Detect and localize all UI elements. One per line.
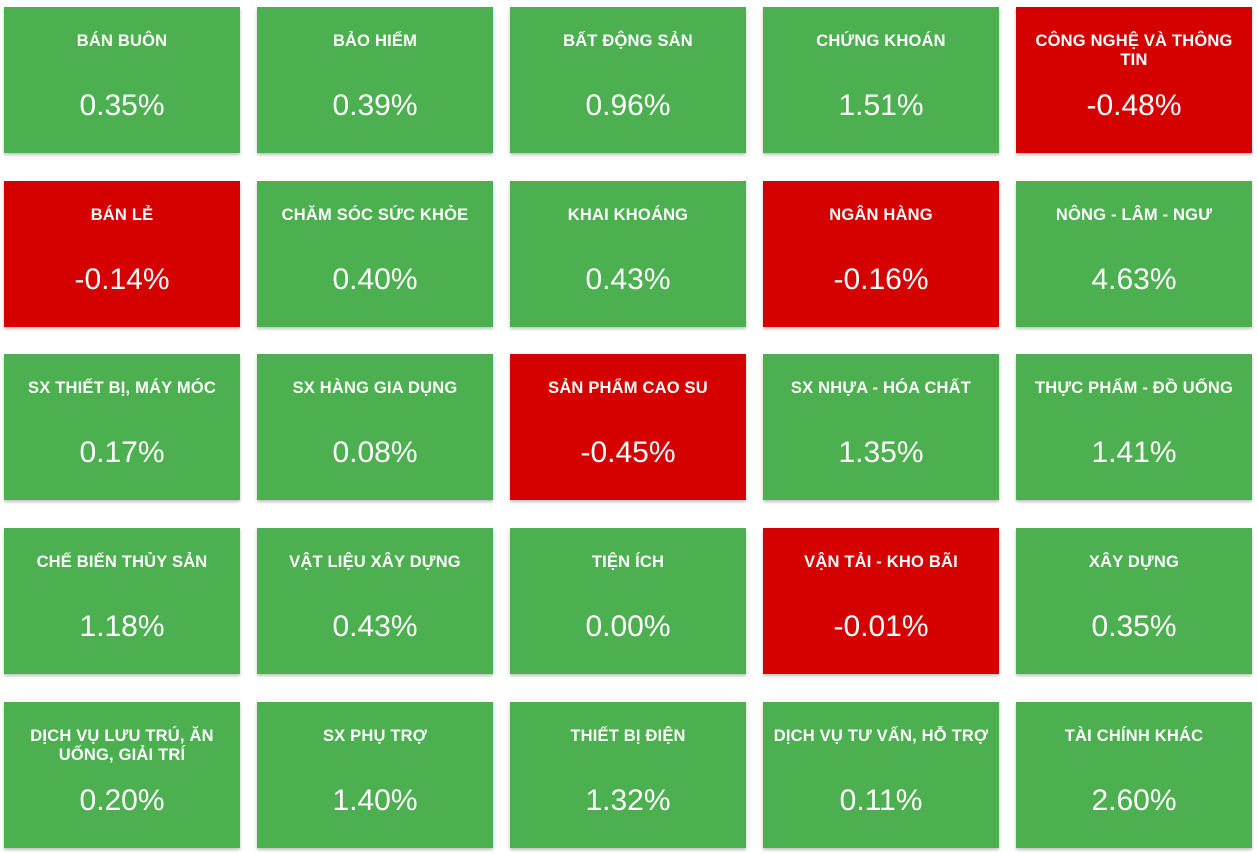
sector-change-value: 1.32% (585, 784, 671, 817)
sector-tile[interactable]: VẬN TẢI - KHO BÃI -0.01% (763, 528, 999, 674)
sector-name: SX NHỰA - HÓA CHẤT (790, 379, 972, 397)
sector-tile[interactable]: THỰC PHẨM - ĐỒ UỐNG 1.41% (1016, 354, 1252, 500)
sector-name: XÂY DỰNG (1088, 553, 1180, 571)
sector-name: BẤT ĐỘNG SẢN (563, 32, 693, 50)
sector-name: CHẾ BIẾN THỦY SẢN (36, 553, 208, 571)
sector-tile[interactable]: DỊCH VỤ LƯU TRÚ, ĂN UỐNG, GIẢI TRÍ 0.20% (4, 702, 240, 848)
sector-change-value: 1.40% (332, 784, 418, 817)
sector-name: BÁN LẺ (90, 206, 154, 224)
sector-tile[interactable]: CHẾ BIẾN THỦY SẢN 1.18% (4, 528, 240, 674)
sector-tile[interactable]: CHĂM SÓC SỨC KHỎE 0.40% (257, 181, 493, 327)
sector-change-value: -0.14% (74, 263, 170, 296)
sector-change-value: -0.16% (833, 263, 929, 296)
sector-tile[interactable]: BẢO HIỂM 0.39% (257, 7, 493, 153)
sector-name: SX PHỤ TRỢ (322, 727, 428, 745)
sector-name: CHỨNG KHOÁN (816, 32, 946, 50)
sector-change-value: 0.43% (332, 610, 418, 643)
sector-tile[interactable]: SX PHỤ TRỢ 1.40% (257, 702, 493, 848)
sector-tile[interactable]: BÁN LẺ -0.14% (4, 181, 240, 327)
sector-tile[interactable]: BÁN BUÔN 0.35% (4, 7, 240, 153)
sector-change-value: 4.63% (1091, 263, 1177, 296)
sector-name: VẬT LIỆU XÂY DỰNG (289, 553, 461, 571)
sector-change-value: 1.41% (1091, 436, 1177, 469)
sector-name: THỰC PHẨM - ĐỒ UỐNG (1034, 379, 1234, 397)
sector-tile[interactable]: TIỆN ÍCH 0.00% (510, 528, 746, 674)
sector-name: TIỆN ÍCH (591, 553, 665, 571)
sector-change-value: 1.51% (838, 89, 924, 122)
sector-name: SX THIẾT BỊ, MÁY MÓC (28, 379, 216, 397)
sector-change-value: 0.39% (332, 89, 418, 122)
sector-name: NÔNG - LÂM - NGƯ (1055, 206, 1213, 224)
sector-change-value: 0.20% (79, 784, 165, 817)
sector-tile[interactable]: THIẾT BỊ ĐIỆN 1.32% (510, 702, 746, 848)
sector-name: SX HÀNG GIA DỤNG (292, 379, 458, 397)
sector-tile[interactable]: NGÂN HÀNG -0.16% (763, 181, 999, 327)
sector-change-value: 0.11% (839, 784, 923, 817)
sector-change-value: 0.35% (1091, 610, 1177, 643)
sector-name: VẬN TẢI - KHO BÃI (804, 553, 958, 571)
sector-tile[interactable]: VẬT LIỆU XÂY DỰNG 0.43% (257, 528, 493, 674)
sector-tile[interactable]: DỊCH VỤ TƯ VẤN, HỖ TRỢ 0.11% (763, 702, 999, 848)
sector-change-value: 1.18% (79, 610, 165, 643)
sector-name: KHAI KHOÁNG (567, 206, 689, 224)
sector-change-value: 0.35% (79, 89, 165, 122)
sector-change-value: 0.08% (332, 436, 418, 469)
sector-change-value: 0.43% (585, 263, 671, 296)
sector-name: NGÂN HÀNG (829, 206, 933, 224)
sector-tile[interactable]: CÔNG NGHỆ VÀ THÔNG TIN -0.48% (1016, 7, 1252, 153)
sector-name: BẢO HIỂM (332, 32, 418, 50)
sector-change-value: 1.35% (838, 436, 924, 469)
sector-tile[interactable]: KHAI KHOÁNG 0.43% (510, 181, 746, 327)
sector-name: TÀI CHÍNH KHÁC (1064, 727, 1204, 745)
sector-tile[interactable]: SẢN PHẨM CAO SU -0.45% (510, 354, 746, 500)
sector-tile[interactable]: XÂY DỰNG 0.35% (1016, 528, 1252, 674)
sector-tile[interactable]: TÀI CHÍNH KHÁC 2.60% (1016, 702, 1252, 848)
sector-change-value: 0.40% (332, 263, 418, 296)
sector-name: DỊCH VỤ TƯ VẤN, HỖ TRỢ (773, 727, 989, 745)
sector-change-value: 2.60% (1091, 784, 1177, 817)
sector-tile[interactable]: SX HÀNG GIA DỤNG 0.08% (257, 354, 493, 500)
sector-change-value: 0.96% (585, 89, 671, 122)
sector-name: BÁN BUÔN (76, 32, 168, 50)
sector-tile[interactable]: SX THIẾT BỊ, MÁY MÓC 0.17% (4, 354, 240, 500)
sector-tile[interactable]: SX NHỰA - HÓA CHẤT 1.35% (763, 354, 999, 500)
sector-change-value: -0.48% (1086, 89, 1182, 122)
sector-change-value: -0.01% (833, 610, 929, 643)
sector-name: SẢN PHẨM CAO SU (548, 379, 708, 397)
sector-tile[interactable]: NÔNG - LÂM - NGƯ 4.63% (1016, 181, 1252, 327)
sector-tile[interactable]: BẤT ĐỘNG SẢN 0.96% (510, 7, 746, 153)
sector-change-value: 0.00% (585, 610, 671, 643)
sector-name: DỊCH VỤ LƯU TRÚ, ĂN UỐNG, GIẢI TRÍ (30, 727, 214, 764)
sector-tile[interactable]: CHỨNG KHOÁN 1.51% (763, 7, 999, 153)
sector-change-value: 0.17% (79, 436, 165, 469)
sector-name: CÔNG NGHỆ VÀ THÔNG TIN (1035, 32, 1233, 69)
sector-name: THIẾT BỊ ĐIỆN (570, 727, 686, 745)
sector-name: CHĂM SÓC SỨC KHỎE (281, 206, 469, 224)
sector-change-value: -0.45% (580, 436, 676, 469)
